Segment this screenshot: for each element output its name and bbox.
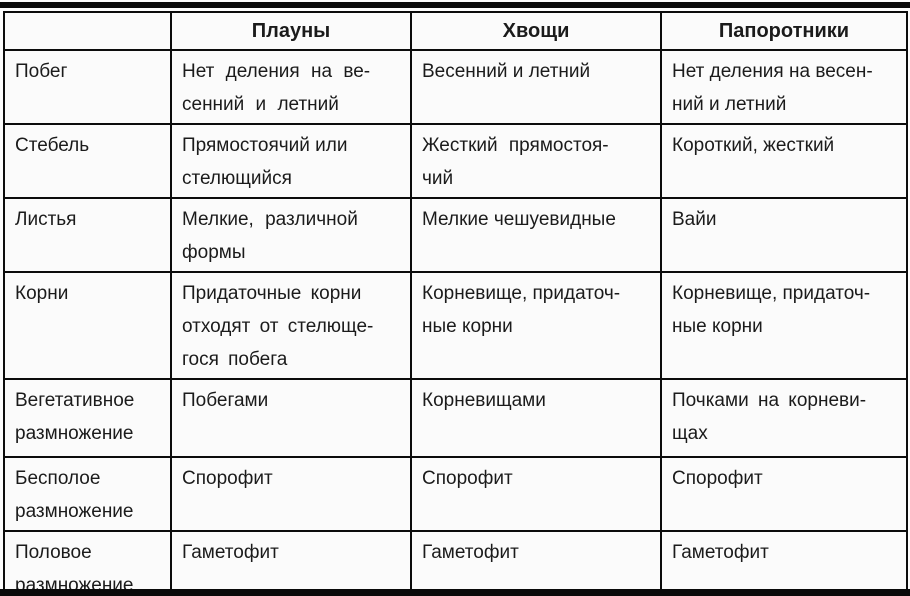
- cell: Гаметофит: [170, 530, 412, 596]
- cell: Придаточные корни отходят от стелюще- го…: [170, 271, 412, 380]
- row-label: Листья: [3, 197, 172, 273]
- cell: Спорофит: [410, 456, 662, 532]
- bottom-double-rule: [0, 589, 910, 596]
- row-leaves: Листья Мелкие, различной формы Мелкие че…: [3, 197, 908, 273]
- cell: Гаметофит: [660, 530, 908, 596]
- cell: Мелкие чешуевидные: [410, 197, 662, 273]
- cell: Спорофит: [170, 456, 412, 532]
- cell: Почками на корневи- щах: [660, 378, 908, 458]
- header-row: Плауны Хвощи Папоротники: [3, 11, 908, 51]
- row-label: Стебель: [3, 123, 172, 199]
- cell: Гаметофит: [410, 530, 662, 596]
- cell: Спорофит: [660, 456, 908, 532]
- corner-cell: [3, 11, 172, 51]
- cell: Корневищами: [410, 378, 662, 458]
- col-header-ferns: Папоротники: [660, 11, 908, 51]
- cell: Корневище, придаточ- ные корни: [660, 271, 908, 380]
- cell: Побегами: [170, 378, 412, 458]
- cell: Корневище, придаточ- ные корни: [410, 271, 662, 380]
- col-header-horsetails: Хвощи: [410, 11, 662, 51]
- cell: Жесткий прямостоя- чий: [410, 123, 662, 199]
- row-asexual-reproduction: Бесполое размножение Спорофит Спорофит С…: [3, 456, 908, 532]
- cell: Прямостоячий или стелющийся: [170, 123, 412, 199]
- row-label: Вегетативное размножение: [3, 378, 172, 458]
- row-label: Побег: [3, 49, 172, 125]
- row-label: Половое размножение: [3, 530, 172, 596]
- row-vegetative-reproduction: Вегетативное размножение Побегами Корнев…: [3, 378, 908, 458]
- cell: Мелкие, различной формы: [170, 197, 412, 273]
- row-sexual-reproduction: Половое размножение Гаметофит Гаметофит …: [3, 530, 908, 596]
- row-roots: Корни Придаточные корни отходят от стелю…: [3, 271, 908, 380]
- top-double-rule: [0, 2, 910, 8]
- row-label: Бесполое размножение: [3, 456, 172, 532]
- cell: Нет деления на весен- ний и летний: [660, 49, 908, 125]
- comparison-table: Плауны Хвощи Папоротники Побег Нет делен…: [3, 11, 908, 596]
- cell: Вайи: [660, 197, 908, 273]
- cell: Нет деления на ве- сенний и летний: [170, 49, 412, 125]
- row-shoot: Побег Нет деления на ве- сенний и летний…: [3, 49, 908, 125]
- row-label: Корни: [3, 271, 172, 380]
- col-header-club-mosses: Плауны: [170, 11, 412, 51]
- cell: Короткий, жесткий: [660, 123, 908, 199]
- row-stem: Стебель Прямостоячий или стелющийся Жест…: [3, 123, 908, 199]
- cell: Весенний и летний: [410, 49, 662, 125]
